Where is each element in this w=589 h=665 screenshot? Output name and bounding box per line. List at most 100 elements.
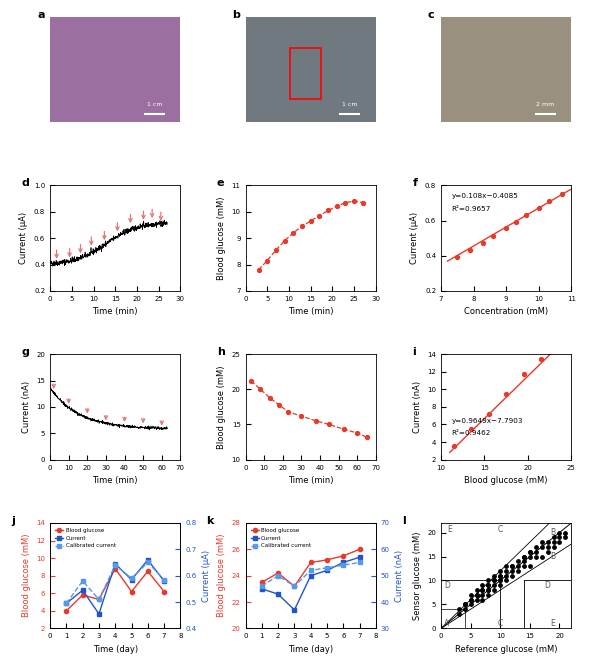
Point <box>478 580 487 591</box>
Point <box>501 575 511 586</box>
Text: B: B <box>551 552 556 561</box>
Point <box>543 547 552 557</box>
Text: d: d <box>21 178 29 188</box>
Point <box>519 561 529 571</box>
Point <box>531 551 541 562</box>
Text: D: D <box>545 581 551 590</box>
Point <box>484 575 493 586</box>
Point <box>472 595 481 605</box>
Point <box>513 556 522 567</box>
Point <box>478 585 487 595</box>
Point <box>561 527 570 538</box>
Point <box>501 561 511 571</box>
X-axis label: Time (min): Time (min) <box>92 476 138 485</box>
Point <box>513 561 522 571</box>
Point <box>466 590 475 600</box>
Text: E: E <box>447 525 452 533</box>
Point <box>525 551 535 562</box>
Point <box>472 590 481 600</box>
Text: C: C <box>497 619 502 628</box>
Text: i: i <box>412 346 416 357</box>
Point <box>507 571 517 581</box>
Y-axis label: Blood glucose (mM): Blood glucose (mM) <box>22 534 31 617</box>
Point <box>531 547 541 557</box>
Y-axis label: Current (μA): Current (μA) <box>411 212 419 264</box>
Point <box>489 580 499 591</box>
Point <box>537 541 547 552</box>
Text: E: E <box>551 619 555 628</box>
Point <box>519 551 529 562</box>
Y-axis label: Blood glucose (mM): Blood glucose (mM) <box>217 534 226 617</box>
Point <box>561 532 570 543</box>
Point <box>555 537 564 547</box>
Point <box>489 575 499 586</box>
Point <box>525 561 535 571</box>
Text: e: e <box>217 178 224 188</box>
Point <box>549 537 558 547</box>
Point <box>460 599 469 610</box>
Text: C: C <box>497 525 502 533</box>
Point <box>507 561 517 571</box>
Point <box>460 604 469 614</box>
Point <box>519 551 529 562</box>
Point <box>507 561 517 571</box>
Point <box>549 541 558 552</box>
Point <box>484 585 493 595</box>
Text: 1 cm: 1 cm <box>147 102 162 107</box>
Point <box>543 541 552 552</box>
Text: h: h <box>217 346 225 357</box>
Point <box>525 547 535 557</box>
Point <box>484 580 493 591</box>
Point <box>484 590 493 600</box>
Text: l: l <box>402 515 406 525</box>
Text: 2 mm: 2 mm <box>536 102 554 107</box>
X-axis label: Time (min): Time (min) <box>92 307 138 317</box>
X-axis label: Time (min): Time (min) <box>288 307 333 317</box>
Y-axis label: Current (nA): Current (nA) <box>22 381 31 433</box>
Point <box>495 575 505 586</box>
Point <box>466 595 475 605</box>
Point <box>484 585 493 595</box>
X-axis label: Reference glucose (mM): Reference glucose (mM) <box>455 645 557 654</box>
X-axis label: Time (day): Time (day) <box>92 645 138 654</box>
Point <box>531 541 541 552</box>
Y-axis label: Sensor glucose (mM): Sensor glucose (mM) <box>413 531 422 620</box>
Point <box>472 590 481 600</box>
Point <box>501 565 511 576</box>
Text: B: B <box>551 528 556 537</box>
Point <box>495 580 505 591</box>
Point <box>489 585 499 595</box>
Point <box>537 537 547 547</box>
Y-axis label: Blood glucose (mM): Blood glucose (mM) <box>217 365 226 449</box>
Text: g: g <box>21 346 29 357</box>
Text: k: k <box>207 515 214 525</box>
Point <box>478 590 487 600</box>
Text: f: f <box>412 178 418 188</box>
Point <box>454 604 464 614</box>
Point <box>549 532 558 543</box>
Point <box>519 556 529 567</box>
Text: R²=0.9462: R²=0.9462 <box>451 430 491 436</box>
Text: A: A <box>444 619 449 628</box>
Text: a: a <box>37 10 45 21</box>
Point <box>466 599 475 610</box>
Point <box>489 575 499 586</box>
Point <box>478 595 487 605</box>
Text: R²=0.9657: R²=0.9657 <box>451 205 491 211</box>
X-axis label: Concentration (mM): Concentration (mM) <box>464 307 548 317</box>
Point <box>501 571 511 581</box>
Point <box>478 585 487 595</box>
Y-axis label: Current (μA): Current (μA) <box>19 212 28 264</box>
Point <box>525 547 535 557</box>
Point <box>555 527 564 538</box>
Y-axis label: Current (μA): Current (μA) <box>202 549 211 602</box>
Text: 1 cm: 1 cm <box>342 102 358 107</box>
Point <box>513 565 522 576</box>
Text: b: b <box>233 10 240 21</box>
Y-axis label: Current (nA): Current (nA) <box>395 549 404 602</box>
Y-axis label: Current (nA): Current (nA) <box>413 381 422 433</box>
Point <box>454 608 464 619</box>
Text: c: c <box>428 10 435 21</box>
Legend: Blood glucose, Current, Calibrated current: Blood glucose, Current, Calibrated curre… <box>53 526 118 551</box>
Point <box>495 575 505 586</box>
